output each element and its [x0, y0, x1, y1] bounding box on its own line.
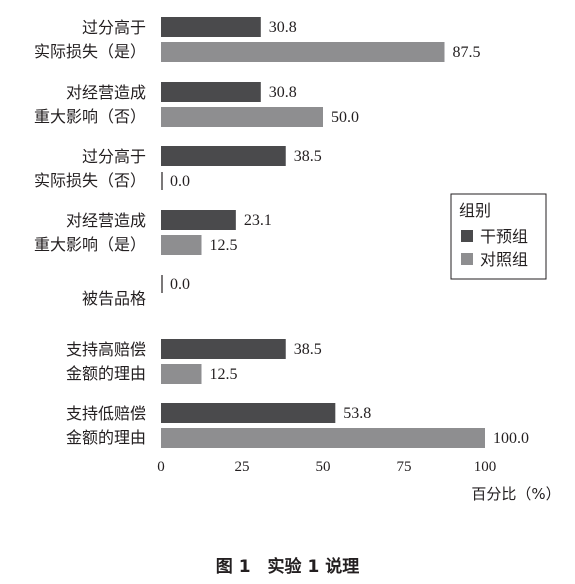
bar [161, 235, 202, 255]
bar [161, 82, 261, 102]
category-label: 过分高于 [82, 147, 146, 166]
bar [161, 403, 336, 423]
legend-swatch [461, 230, 473, 242]
data-label: 23.1 [244, 212, 272, 229]
x-tick-label: 0 [157, 459, 165, 475]
bar [161, 17, 261, 37]
bar [161, 146, 286, 166]
category-label: 实际损失（是） [34, 42, 146, 61]
legend-title: 组别 [459, 201, 491, 220]
data-label: 87.5 [453, 44, 481, 61]
bar [161, 107, 323, 127]
legend-entry: 对照组 [480, 250, 528, 269]
data-label: 50.0 [331, 109, 359, 126]
data-label: 0.0 [170, 276, 190, 293]
category-label: 支持低赔偿 [66, 404, 146, 423]
category-label: 金额的理由 [66, 364, 146, 383]
bar [161, 339, 286, 359]
x-tick-label: 75 [397, 459, 412, 475]
bar [161, 364, 202, 384]
category-label: 实际损失（否） [34, 171, 146, 190]
category-label: 对经营造成 [66, 83, 146, 102]
legend-swatch [461, 253, 473, 265]
bar [161, 428, 485, 448]
data-label: 100.0 [493, 430, 529, 447]
category-label: 重大影响（是） [34, 235, 146, 254]
bar [161, 42, 445, 62]
category-label: 重大影响（否） [34, 107, 146, 126]
bar [161, 210, 236, 230]
data-label: 53.8 [343, 405, 371, 422]
data-label: 38.5 [294, 148, 322, 165]
chart: 过分高于实际损失（是）30.887.5对经营造成重大影响（否）30.850.0过… [34, 17, 561, 503]
x-tick-label: 50 [316, 459, 331, 475]
x-axis-title: 百分比（%） [471, 485, 560, 503]
category-label: 支持高赔偿 [66, 340, 146, 359]
category-label: 金额的理由 [66, 428, 146, 447]
category-label: 过分高于 [82, 18, 146, 37]
data-label: 12.5 [210, 366, 238, 383]
category-label: 对经营造成 [66, 211, 146, 230]
data-label: 12.5 [210, 237, 238, 254]
data-label: 38.5 [294, 341, 322, 358]
figure-caption: 图 1 实验 1 说理 [215, 557, 360, 577]
x-tick-label: 100 [474, 459, 497, 475]
data-label: 30.8 [269, 19, 297, 36]
data-label: 0.0 [170, 173, 190, 190]
x-tick-label: 25 [235, 459, 250, 475]
data-label: 30.8 [269, 84, 297, 101]
category-label: 被告品格 [82, 289, 146, 308]
legend-entry: 干预组 [480, 227, 528, 246]
